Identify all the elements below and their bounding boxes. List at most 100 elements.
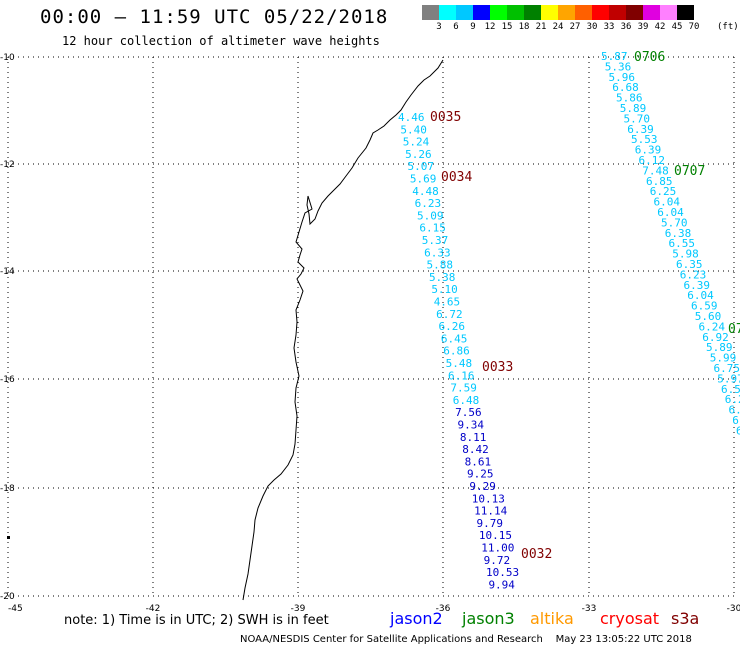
lon-tick-label: -36 (436, 604, 451, 614)
wave-height-label: 4.48 (412, 185, 439, 198)
lon-tick-label: -39 (291, 604, 306, 614)
colorbar-swatch (677, 5, 694, 20)
wave-height-label: 10.15 (479, 529, 512, 542)
wave-height-label: 7.48 (642, 164, 669, 177)
colorbar-label: 21 (535, 22, 547, 32)
mission-legend-altika: altika (530, 609, 574, 628)
wave-height-colorbar (422, 5, 694, 20)
wave-height-label: 9.94 (488, 578, 515, 591)
wave-height-label: 6.92 (702, 331, 729, 344)
lon-tick-label: -33 (582, 604, 597, 614)
credit-timestamp: May 23 13:05:22 UTC 2018 (555, 634, 692, 645)
wave-height-label: 6.16 (448, 369, 475, 382)
mission-legend-jason2: jason2 (390, 609, 443, 628)
pass-time-label: 0035 (430, 110, 461, 125)
wave-height-label: 6.86 (443, 345, 470, 358)
wave-height-label: 5.96 (609, 71, 636, 84)
wave-height-label: 6.68 (612, 81, 639, 94)
page-subtitle: 12 hour collection of altimeter wave hei… (62, 34, 380, 48)
wave-height-label: 6.72 (436, 308, 463, 321)
colorbar-unit: (ft) (717, 22, 739, 32)
colorbar-label: 27 (569, 22, 581, 32)
colorbar-labels: (ft) 3 6 9 12 15 18 21 24 27 30 33 36 39 42 45 70 (422, 22, 740, 34)
colorbar-label: 24 (552, 22, 564, 32)
lat-tick-label: -20 (0, 592, 15, 602)
pass-time-label: 0707 (674, 164, 705, 179)
wave-height-label: 5.40 (400, 123, 427, 136)
wave-height-label: 9.72 (484, 554, 511, 567)
colorbar-swatch (626, 5, 643, 20)
colorbar-swatch (507, 5, 524, 20)
wave-height-label: 9.25 (467, 468, 494, 481)
colorbar-swatch (609, 5, 626, 20)
lat-tick-label: -14 (0, 267, 15, 277)
colorbar-label: 39 (637, 22, 649, 32)
lon-tick-label: -42 (146, 604, 161, 614)
wave-height-label: 5.53 (631, 133, 658, 146)
wave-height-label: 6.85 (646, 175, 673, 188)
colorbar-swatch (643, 5, 660, 20)
wave-height-label: 6.04 (654, 196, 681, 209)
wave-height-label: 5.70 (624, 112, 651, 125)
wave-height-label: 6.75 (714, 362, 740, 375)
wave-height-label: 6.39 (635, 144, 662, 157)
wave-height-label: 10.53 (486, 566, 519, 579)
wave-height-label: 5.10 (431, 283, 458, 296)
wave-height-label: 6.38 (665, 227, 692, 240)
colorbar-label: 45 (671, 22, 683, 32)
pass-time-label: 07 (728, 322, 740, 337)
wave-height-label: 6.15 (419, 222, 446, 235)
wave-height-label: 6.39 (627, 123, 654, 136)
colorbar-label: 42 (654, 22, 666, 32)
wave-height-label: 10.13 (472, 492, 505, 505)
wave-height-label: 6.26 (438, 320, 465, 333)
wave-height-label: 6.51 (721, 383, 740, 396)
wave-height-label: 5.07 (408, 160, 435, 173)
wave-height-label: 5.69 (410, 173, 437, 186)
colorbar-label: 12 (484, 22, 496, 32)
wave-height-label: 5.88 (427, 259, 454, 272)
wave-height-label: 9.29 (469, 480, 496, 493)
colorbar-label: 33 (603, 22, 615, 32)
pass-time-label: 0706 (634, 50, 665, 65)
wave-height-label: 5.70 (661, 216, 688, 229)
wave-height-label: 5.89 (620, 102, 647, 115)
colorbar-swatch (473, 5, 490, 20)
mission-legend-cryosat: cryosat (600, 609, 660, 628)
wave-height-label: 5.86 (616, 92, 643, 105)
island-marker (7, 536, 10, 539)
lon-tick-label: -45 (8, 604, 23, 614)
lat-tick-label: -18 (0, 484, 15, 494)
wave-height-label: 7.59 (450, 382, 477, 395)
wave-height-label: 5.87 (601, 50, 628, 63)
wave-height-label: 5.24 (403, 136, 430, 149)
colorbar-label: 9 (470, 22, 476, 32)
lat-tick-label: -10 (0, 53, 15, 63)
wave-height-label: 6.35 (676, 258, 703, 271)
wave-height-label: 4.65 (434, 296, 461, 309)
wave-height-label: 6.59 (691, 300, 718, 313)
colorbar-swatch (456, 5, 473, 20)
wave-height-label: 5.38 (429, 271, 456, 284)
lat-tick-label: -12 (0, 160, 15, 170)
wave-height-label: 5.36 (605, 60, 632, 73)
pass-time-label: 0034 (441, 170, 472, 185)
lon-tick-label: -30 (727, 604, 740, 614)
wave-height-label: 5.26 (405, 148, 432, 161)
colorbar-swatch (524, 5, 541, 20)
wave-height-label: 6.24 (699, 320, 726, 333)
footer-note: note: 1) Time is in UTC; 2) SWH is in fe… (64, 613, 329, 628)
wave-height-label: 8.42 (462, 443, 489, 456)
colorbar-swatch (422, 5, 439, 20)
wave-height-label: 5.09 (417, 209, 444, 222)
wave-height-label: 6.04 (687, 289, 714, 302)
wave-height-label: 6.5 (729, 404, 740, 417)
colorbar-label: 70 (688, 22, 700, 32)
colorbar-label: 3 (436, 22, 442, 32)
wave-height-label: 6.45 (441, 332, 468, 345)
mission-legend-jason3: jason3 (462, 609, 515, 628)
credit-organization: NOAA/NESDIS Center for Satellite Applica… (240, 634, 543, 645)
wave-height-label: 6.12 (639, 154, 666, 167)
lat-tick-label: -16 (0, 375, 15, 385)
